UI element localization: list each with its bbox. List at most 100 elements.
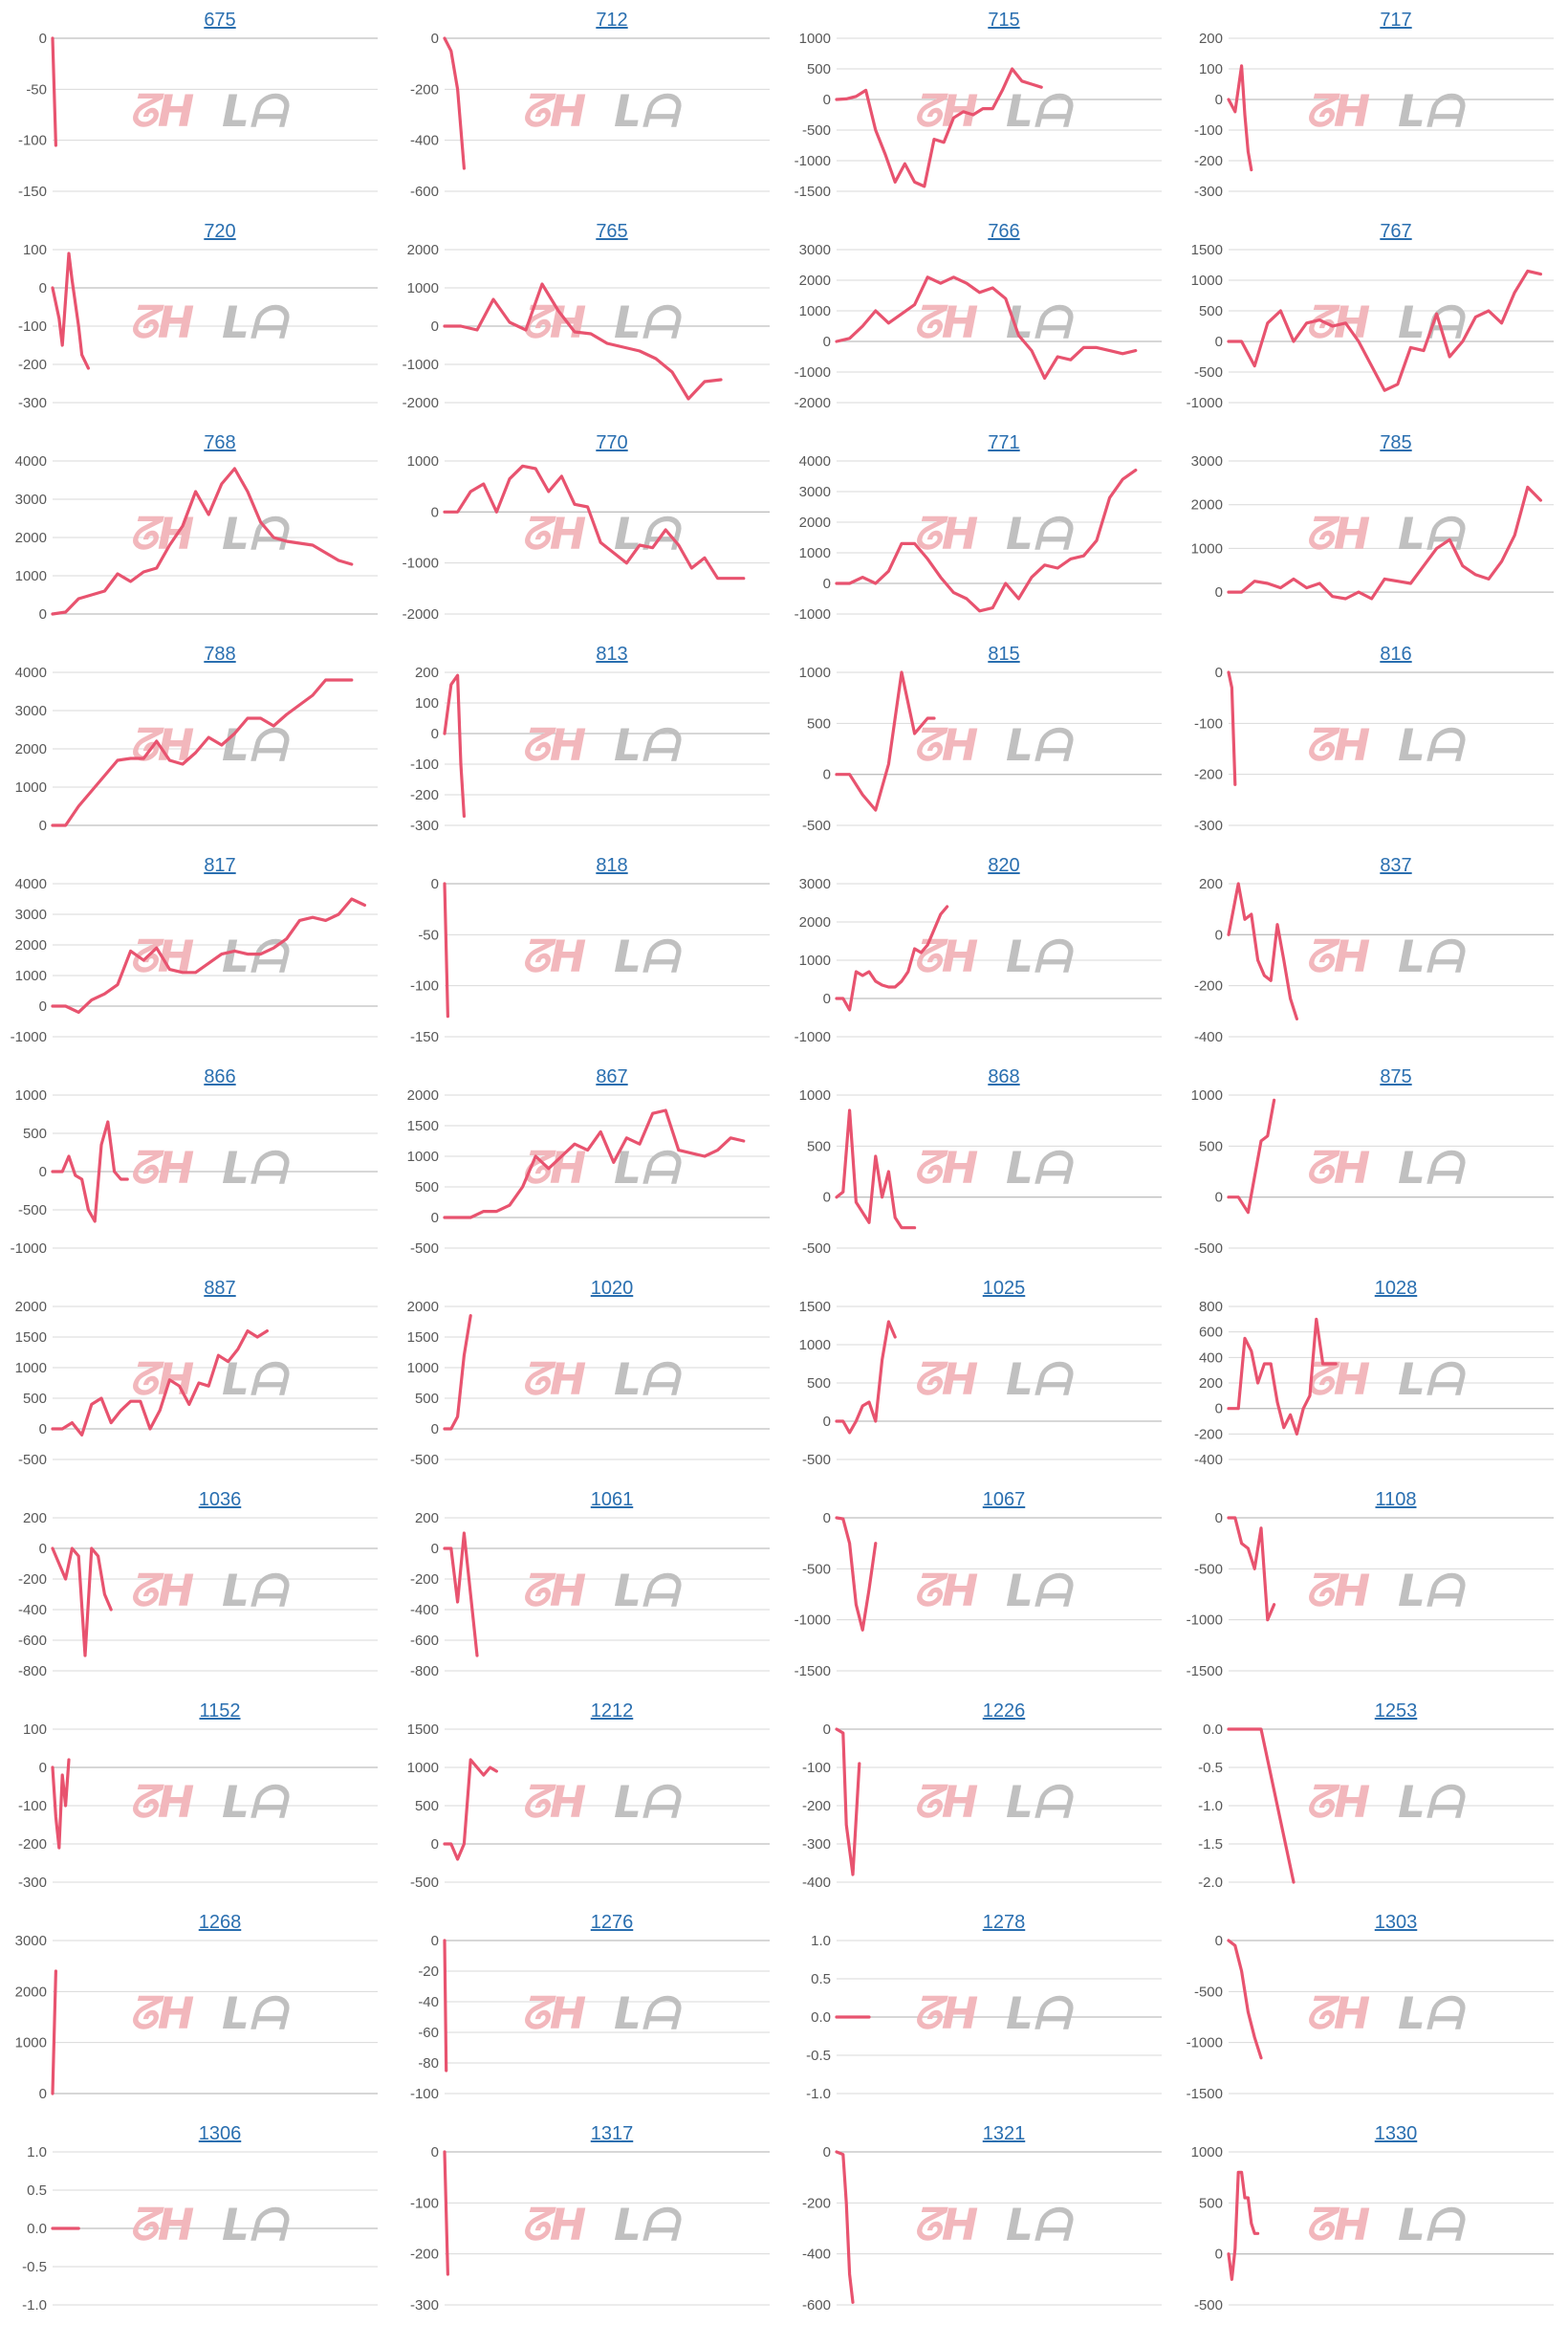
chart-title[interactable]: 770 [596, 432, 627, 453]
chart-title[interactable]: 1152 [199, 1700, 240, 1722]
chart-title[interactable]: 1306 [199, 2123, 242, 2144]
y-tick-label: 500 [415, 1391, 439, 1407]
y-tick-label: -500 [1194, 1984, 1223, 2000]
y-tick-label: -200 [1194, 1426, 1223, 1442]
svg-text:ᘔᕼ: ᘔᕼ [129, 1142, 194, 1194]
chart-title[interactable]: 1108 [1375, 1489, 1416, 1510]
chart-title[interactable]: 1067 [983, 1489, 1026, 1510]
chart-title[interactable]: 815 [988, 644, 1019, 665]
y-tick-label: -1000 [1187, 1612, 1223, 1629]
svg-text:ᒪᗩ: ᒪᗩ [1398, 1565, 1467, 1616]
chart-title[interactable]: 837 [1380, 855, 1411, 876]
series-line-767 [1227, 269, 1542, 392]
chart-title[interactable]: 1226 [983, 1700, 1026, 1722]
svg-text:ᒪᗩ: ᒪᗩ [614, 1987, 683, 2039]
y-tick-label: 500 [1199, 1138, 1223, 1154]
y-tick-label: 0 [823, 1190, 831, 1206]
chart-title[interactable]: 675 [204, 10, 235, 31]
y-tick-label: 0 [1215, 1190, 1223, 1206]
chart-title[interactable]: 1276 [591, 1912, 634, 1933]
chart-panel-1321: 0 -200 -400 -600 ᘔᕼ ᒪᗩ 1321 [802, 2123, 1162, 2314]
chart-title[interactable]: 868 [988, 1066, 1019, 1087]
series-line-1226 [835, 1727, 861, 1876]
svg-text:ᒪᗩ: ᒪᗩ [614, 1142, 683, 1194]
chart-title[interactable]: 768 [204, 432, 235, 453]
chart-title[interactable]: 817 [204, 855, 235, 876]
chart-title[interactable]: 785 [1380, 432, 1411, 453]
chart-title[interactable]: 820 [988, 855, 1019, 876]
dh-logo-watermark-icon: ᘔᕼ ᒪᗩ [129, 1565, 291, 1616]
series-line-771 [835, 468, 1138, 613]
chart-panel-715: 1000 500 0 -500 -1000 -1500 ᘔᕼ ᒪᗩ 715 [795, 10, 1162, 200]
chart-title[interactable]: 1330 [1375, 2123, 1418, 2144]
svg-text:ᘔᕼ: ᘔᕼ [913, 85, 978, 137]
svg-text:ᒪᗩ: ᒪᗩ [1006, 1776, 1075, 1828]
chart-panel-868: 1000 500 0 -500 ᘔᕼ ᒪᗩ 868 [799, 1066, 1162, 1257]
chart-title[interactable]: 1253 [1375, 1700, 1418, 1722]
chart-title[interactable]: 712 [596, 10, 627, 31]
svg-text:ᒪᗩ: ᒪᗩ [614, 719, 683, 771]
y-tick-label: -800 [18, 1663, 47, 1679]
y-tick-label: 1000 [407, 1149, 439, 1165]
svg-text:ᘔᕼ: ᘔᕼ [1305, 508, 1370, 559]
chart-panel-1278: 1.0 0.5 0.0 -0.5 -1.0 ᘔᕼ ᒪᗩ 1278 [806, 1912, 1162, 2102]
dh-logo-watermark-icon: ᘔᕼ ᒪᗩ [129, 1142, 291, 1194]
chart-title[interactable]: 766 [988, 221, 1019, 242]
y-tick-label: 1000 [799, 953, 831, 969]
chart-title[interactable]: 717 [1380, 10, 1411, 31]
chart-title[interactable]: 1061 [591, 1489, 634, 1510]
chart-title[interactable]: 1317 [591, 2123, 634, 2144]
chart-title[interactable]: 720 [204, 221, 235, 242]
dh-logo-watermark-icon: ᘔᕼ ᒪᗩ [521, 1776, 683, 1828]
y-tick-label: -500 [802, 1452, 831, 1468]
chart-title[interactable]: 767 [1380, 221, 1411, 242]
y-tick-label: 2000 [15, 741, 47, 757]
dh-logo-watermark-icon: ᘔᕼ ᒪᗩ [521, 1353, 683, 1405]
chart-title[interactable]: 788 [204, 644, 235, 665]
chart-title[interactable]: 765 [596, 221, 627, 242]
chart-title[interactable]: 1321 [983, 2123, 1026, 2144]
dh-logo-watermark-icon: ᘔᕼ ᒪᗩ [1305, 1565, 1467, 1616]
chart-panel-875: 1000 500 0 -500 ᘔᕼ ᒪᗩ 875 [1191, 1066, 1554, 1257]
dh-logo-watermark-icon: ᘔᕼ ᒪᗩ [1305, 508, 1467, 559]
dh-logo-watermark-icon: ᘔᕼ ᒪᗩ [521, 1142, 683, 1194]
chart-title[interactable]: 1028 [1375, 1278, 1418, 1299]
y-tick-label: -20 [418, 1963, 439, 1980]
chart-title[interactable]: 813 [596, 644, 627, 665]
y-tick-label: 0 [431, 504, 439, 520]
series-line-1330 [1227, 2170, 1260, 2281]
chart-panel-1317: 0 -100 -200 -300 ᘔᕼ ᒪᗩ 1317 [410, 2123, 770, 2314]
series-line-720 [51, 252, 91, 370]
chart-title[interactable]: 1020 [591, 1278, 634, 1299]
y-tick-label: -100 [18, 1798, 47, 1814]
chart-title[interactable]: 816 [1380, 644, 1411, 665]
svg-text:ᒪᗩ: ᒪᗩ [222, 508, 291, 559]
chart-title[interactable]: 1303 [1375, 1912, 1418, 1933]
chart-title[interactable]: 715 [988, 10, 1019, 31]
series-line-717 [1227, 64, 1253, 172]
dh-logo-watermark-icon: ᘔᕼ ᒪᗩ [1305, 2199, 1467, 2250]
chart-title[interactable]: 1212 [591, 1700, 634, 1722]
chart-title[interactable]: 866 [204, 1066, 235, 1087]
dh-logo-watermark-icon: ᘔᕼ ᒪᗩ [129, 85, 291, 137]
chart-title[interactable]: 1268 [199, 1912, 242, 1933]
y-tick-label: 600 [1199, 1325, 1223, 1341]
series-line-837 [1227, 882, 1299, 1020]
chart-panel-1152: 100 0 -100 -200 -300 ᘔᕼ ᒪᗩ 1152 [18, 1700, 378, 1891]
svg-text:ᒪᗩ: ᒪᗩ [1006, 1987, 1075, 2039]
series-line-1108 [1227, 1516, 1276, 1622]
chart-title[interactable]: 818 [596, 855, 627, 876]
chart-title[interactable]: 887 [204, 1278, 235, 1299]
y-tick-label: 4000 [15, 453, 47, 470]
chart-title[interactable]: 1278 [983, 1912, 1026, 1933]
svg-text:ᘔᕼ: ᘔᕼ [1305, 1987, 1370, 2039]
chart-title[interactable]: 875 [1380, 1066, 1411, 1087]
chart-title[interactable]: 771 [988, 432, 1019, 453]
y-tick-label: -400 [1194, 1452, 1223, 1468]
chart-title[interactable]: 1025 [983, 1278, 1026, 1299]
chart-title[interactable]: 1036 [199, 1489, 242, 1510]
y-tick-label: -300 [1194, 184, 1223, 200]
chart-title[interactable]: 867 [596, 1066, 627, 1087]
